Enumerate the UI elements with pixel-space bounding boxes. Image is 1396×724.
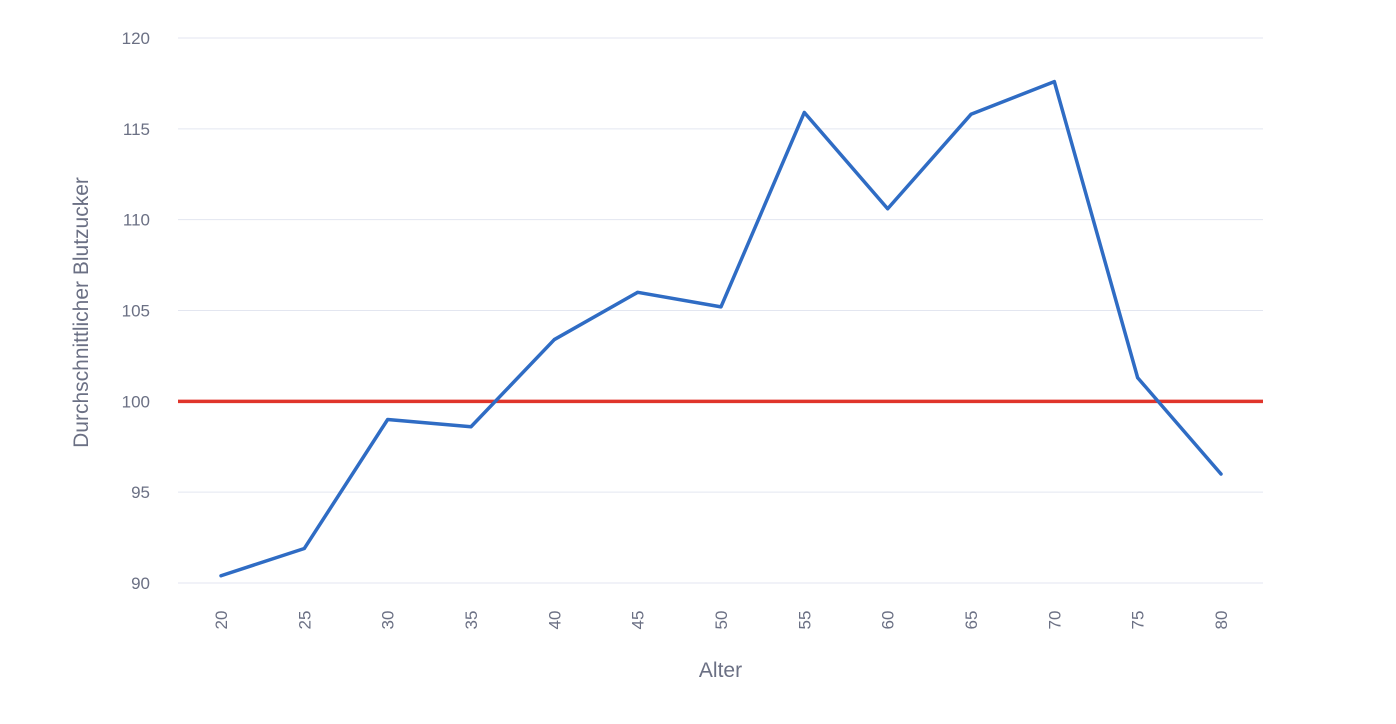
data-point	[802, 110, 806, 114]
data-point	[886, 207, 890, 211]
x-tick-label: 60	[879, 611, 898, 630]
y-axis-title: Durchschnittlicher Blutzucker	[70, 177, 93, 448]
x-tick-label: 70	[1045, 611, 1064, 630]
gridlines	[178, 37, 1263, 584]
y-tick-label: 115	[123, 120, 150, 139]
data-point	[469, 425, 473, 429]
y-tick-label: 110	[123, 211, 150, 230]
data-point	[552, 338, 556, 342]
y-tick-label: 105	[122, 302, 150, 321]
x-tick-label: 65	[962, 611, 981, 630]
data-point	[302, 546, 306, 550]
data-point	[636, 290, 640, 294]
y-tick-label: 100	[122, 392, 150, 411]
y-tick-label: 90	[131, 574, 150, 593]
data-points	[219, 80, 1223, 578]
y-tick-label: 95	[131, 483, 150, 502]
x-tick-label: 25	[295, 611, 314, 630]
x-tick-label: 35	[462, 611, 481, 630]
y-tick-label: 120	[122, 29, 150, 48]
x-tick-label: 50	[712, 611, 731, 630]
data-point	[386, 418, 390, 421]
series-line	[219, 79, 1223, 578]
x-axis-title: Alter	[699, 659, 742, 682]
x-tick-label: 40	[545, 611, 564, 630]
x-tick-label: 30	[379, 611, 398, 630]
y-axis-tick-labels: 90 95 100 105 110 115 120	[122, 29, 150, 593]
data-point	[1219, 472, 1223, 476]
data-point	[1136, 376, 1140, 380]
data-point	[719, 305, 723, 309]
data-point	[969, 112, 973, 116]
x-tick-label: 55	[795, 611, 814, 630]
data-point	[219, 574, 223, 578]
data-point	[1052, 80, 1056, 84]
x-tick-label: 75	[1129, 611, 1148, 630]
x-tick-label: 80	[1212, 611, 1231, 630]
x-axis-tick-labels: 20 25 30 35 40 45 50 55 60 65 70 75 80	[212, 611, 1231, 630]
x-tick-label: 20	[212, 611, 231, 630]
x-tick-label: 45	[629, 611, 648, 630]
